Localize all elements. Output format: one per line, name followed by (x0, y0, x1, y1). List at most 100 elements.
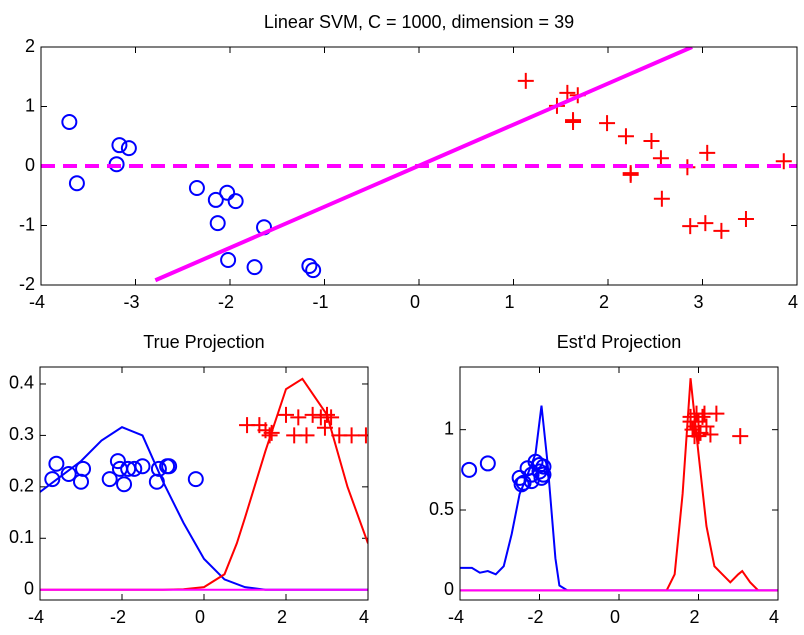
plus-marker (263, 424, 280, 441)
plus-marker (737, 210, 754, 227)
plus-marker (304, 406, 321, 423)
x-tick-label: 0 (195, 607, 205, 627)
plus-marker (682, 218, 699, 235)
circle-marker (101, 471, 118, 488)
panel-title: Linear SVM, C = 1000, dimension = 39 (264, 12, 574, 32)
plus-marker (261, 427, 278, 444)
x-tick-label: 4 (788, 292, 798, 312)
y-tick-label: 0.1 (9, 527, 34, 547)
plus-marker (617, 128, 634, 145)
circle-marker (111, 137, 128, 154)
circle-marker (187, 471, 204, 488)
panel: Linear SVM, C = 1000, dimension = 39 -4 -3… (19, 12, 798, 312)
circle-marker (150, 460, 167, 477)
x-tick-label: 2 (689, 607, 699, 627)
plus-marker (708, 405, 725, 422)
plus-marker (290, 409, 307, 426)
circle-marker (73, 473, 89, 490)
plus-marker (690, 428, 707, 445)
plus-marker (702, 426, 719, 443)
plus-marker (357, 427, 368, 444)
y-tick-label: 0.4 (9, 373, 34, 393)
plus-marker (699, 144, 716, 161)
circle-marker (188, 180, 205, 197)
circle-marker (120, 140, 137, 157)
circle-marker (535, 466, 552, 483)
y-tick-label: 1 (25, 95, 35, 115)
plus-marker (686, 418, 703, 435)
y-tick-label: -2 (19, 274, 35, 294)
x-tick-label: 3 (693, 292, 703, 312)
plus-marker (622, 166, 639, 183)
circle-marker (227, 193, 244, 210)
x-tick-label: 0 (410, 292, 420, 312)
plus-marker (565, 113, 582, 130)
line (460, 405, 778, 592)
circle-marker (207, 191, 224, 208)
circle-marker (531, 463, 548, 480)
x-tick-label: 4 (769, 607, 779, 627)
plus-marker (599, 115, 616, 132)
circle-marker (220, 252, 237, 269)
x-tick-label: -4 (29, 292, 45, 312)
x-tick-label: -4 (28, 607, 44, 627)
circle-marker (301, 257, 318, 274)
panel-title: Est'd Projection (557, 332, 682, 352)
x-tick-label: 1 (504, 292, 514, 312)
circle-marker (531, 457, 548, 474)
circle-marker (511, 469, 528, 486)
x-tick-label: 2 (277, 607, 287, 627)
plus-marker (343, 427, 360, 444)
plus-marker (278, 406, 294, 423)
x-tick-label: -1 (312, 292, 328, 312)
circle-marker (527, 453, 544, 470)
y-tick-label: 0 (24, 578, 34, 598)
circle-marker (75, 460, 92, 477)
circle-marker (48, 455, 65, 472)
x-tick-label: 2 (599, 292, 609, 312)
circle-marker (44, 471, 61, 488)
plus-marker (559, 84, 576, 101)
panel: Est'd Projection -4 -2 0 2 4 0 0.5 1 (429, 332, 779, 627)
y-tick-label: 0 (25, 155, 35, 175)
plus-marker (713, 222, 730, 239)
circle-marker (246, 259, 263, 276)
plus-marker (643, 133, 660, 150)
circle-marker (305, 262, 322, 279)
plus-marker (732, 428, 749, 445)
x-tick-label: -2 (110, 607, 126, 627)
plus-marker (298, 427, 315, 444)
x-tick-label: -2 (218, 292, 234, 312)
line (460, 378, 778, 592)
plot-area (40, 377, 368, 591)
plus-marker (652, 150, 669, 167)
axes-frame (459, 366, 779, 601)
circle-marker (126, 460, 143, 477)
panel-title: True Projection (143, 332, 264, 352)
axes-frame (40, 46, 798, 286)
circle-marker (479, 455, 496, 472)
circle-marker (61, 113, 78, 130)
x-tick-label: -3 (123, 292, 139, 312)
circle-marker (209, 215, 226, 232)
line (154, 47, 693, 283)
circle-marker (148, 473, 165, 490)
y-tick-label: 0.5 (429, 499, 454, 519)
plus-marker (316, 419, 333, 436)
circle-marker (513, 476, 530, 493)
plus-marker (775, 153, 792, 170)
plus-marker (319, 406, 335, 423)
circle-marker (116, 476, 133, 493)
x-tick-label: 0 (610, 607, 620, 627)
y-tick-label: 0 (444, 579, 454, 599)
axes-frame (39, 366, 369, 601)
x-tick-label: -4 (448, 607, 464, 627)
panel: True Projection -4 -2 0 2 4 0 0.1 0.2 0.3 0.4 (9, 332, 369, 627)
y-tick-label: 2 (25, 36, 35, 56)
circle-marker (68, 175, 85, 192)
plot-area (460, 378, 778, 592)
y-tick-label: -1 (19, 214, 35, 234)
circle-marker (109, 453, 126, 470)
circle-marker (161, 458, 178, 475)
